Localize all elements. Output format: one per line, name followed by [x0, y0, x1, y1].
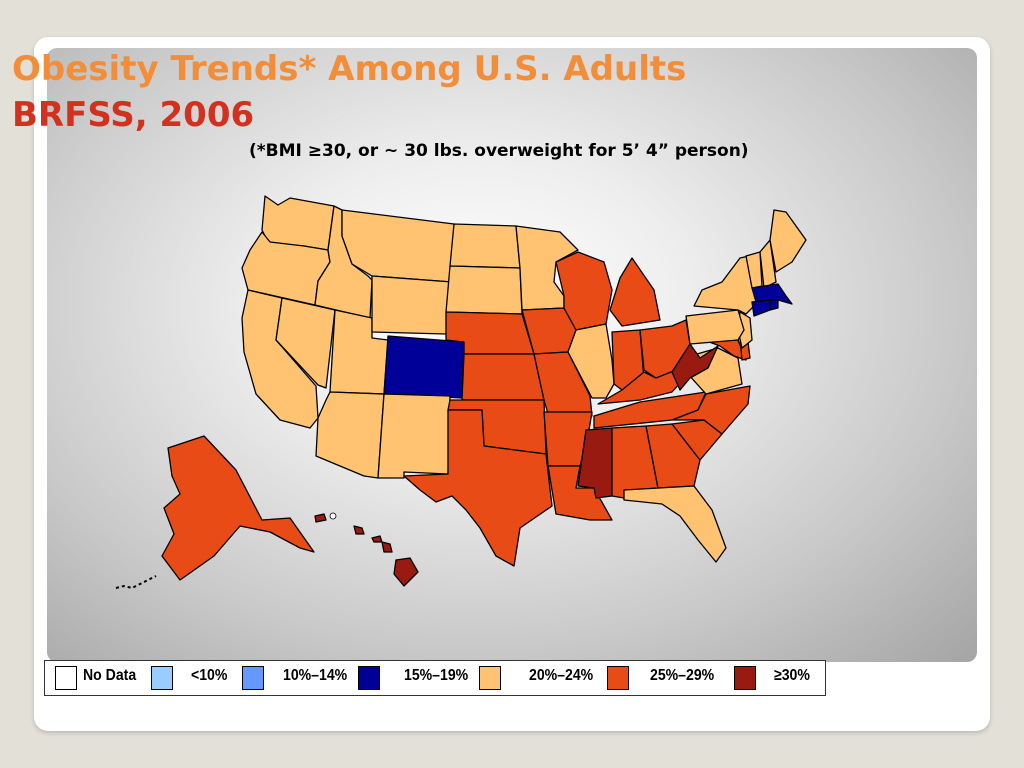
state-colorado	[383, 335, 465, 399]
legend-swatch-under-10	[151, 666, 173, 690]
legend-swatch-30-plus	[734, 666, 756, 690]
state-connecticut	[751, 299, 771, 317]
legend-label-10-14: 10%–14%	[283, 667, 348, 684]
state-wyoming	[371, 275, 453, 335]
state-illinois	[567, 323, 615, 399]
legend-swatch-15-19	[358, 666, 380, 690]
state-kansas	[461, 353, 545, 401]
legend-swatch-20-24	[479, 666, 501, 690]
state-alaska	[161, 435, 315, 581]
state-maine	[769, 209, 807, 273]
state-minnesota	[515, 225, 579, 311]
state-alaska-aleutian-islands	[115, 575, 157, 590]
state-hawaii-island-2	[353, 525, 365, 535]
state-north-dakota	[449, 223, 521, 269]
legend-label-20-24: 20%–24%	[529, 667, 594, 684]
state-pennsylvania	[685, 309, 745, 345]
state-west-virginia	[671, 343, 719, 391]
state-louisiana	[547, 465, 613, 521]
state-new-hampshire	[759, 239, 777, 289]
state-hawaii	[393, 557, 419, 587]
state-hawaii-island-3	[371, 535, 383, 543]
legend-label-no-data: No Data	[83, 667, 137, 684]
state-nevada	[275, 297, 336, 389]
state-north-carolina	[671, 385, 751, 435]
state-rhode-island	[769, 299, 779, 311]
bmi-footnote: (*BMI ≥30, or ~ 30 lbs. overweight for 5…	[249, 141, 749, 161]
state-hawaii-island-4	[381, 541, 393, 553]
state-arizona	[315, 391, 385, 479]
legend-swatch-25-29	[607, 666, 629, 690]
legend-swatch-no-data	[55, 666, 77, 690]
legend-label-under-10: <10%	[191, 667, 228, 684]
state-new-mexico	[377, 393, 451, 479]
legend-label-25-29: 25%–29%	[650, 667, 715, 684]
map-legend: No Data <10% 10%–14% 15%–19% 20%–24% 25%…	[44, 660, 826, 696]
legend-label-30-plus: ≥30%	[774, 667, 810, 684]
slide-title-year: BRFSS, 2006	[12, 95, 255, 135]
state-hawaii-island-1	[314, 513, 327, 523]
legend-swatch-10-14	[242, 666, 264, 690]
slide-title: Obesity Trends* Among U.S. Adults	[12, 49, 687, 89]
state-georgia	[645, 423, 701, 489]
state-south-dakota	[445, 265, 523, 315]
state-texas	[403, 409, 553, 567]
great-lakes-island	[329, 512, 337, 520]
state-florida	[623, 485, 727, 563]
state-michigan	[609, 257, 661, 327]
legend-label-15-19: 15%–19%	[404, 667, 469, 684]
